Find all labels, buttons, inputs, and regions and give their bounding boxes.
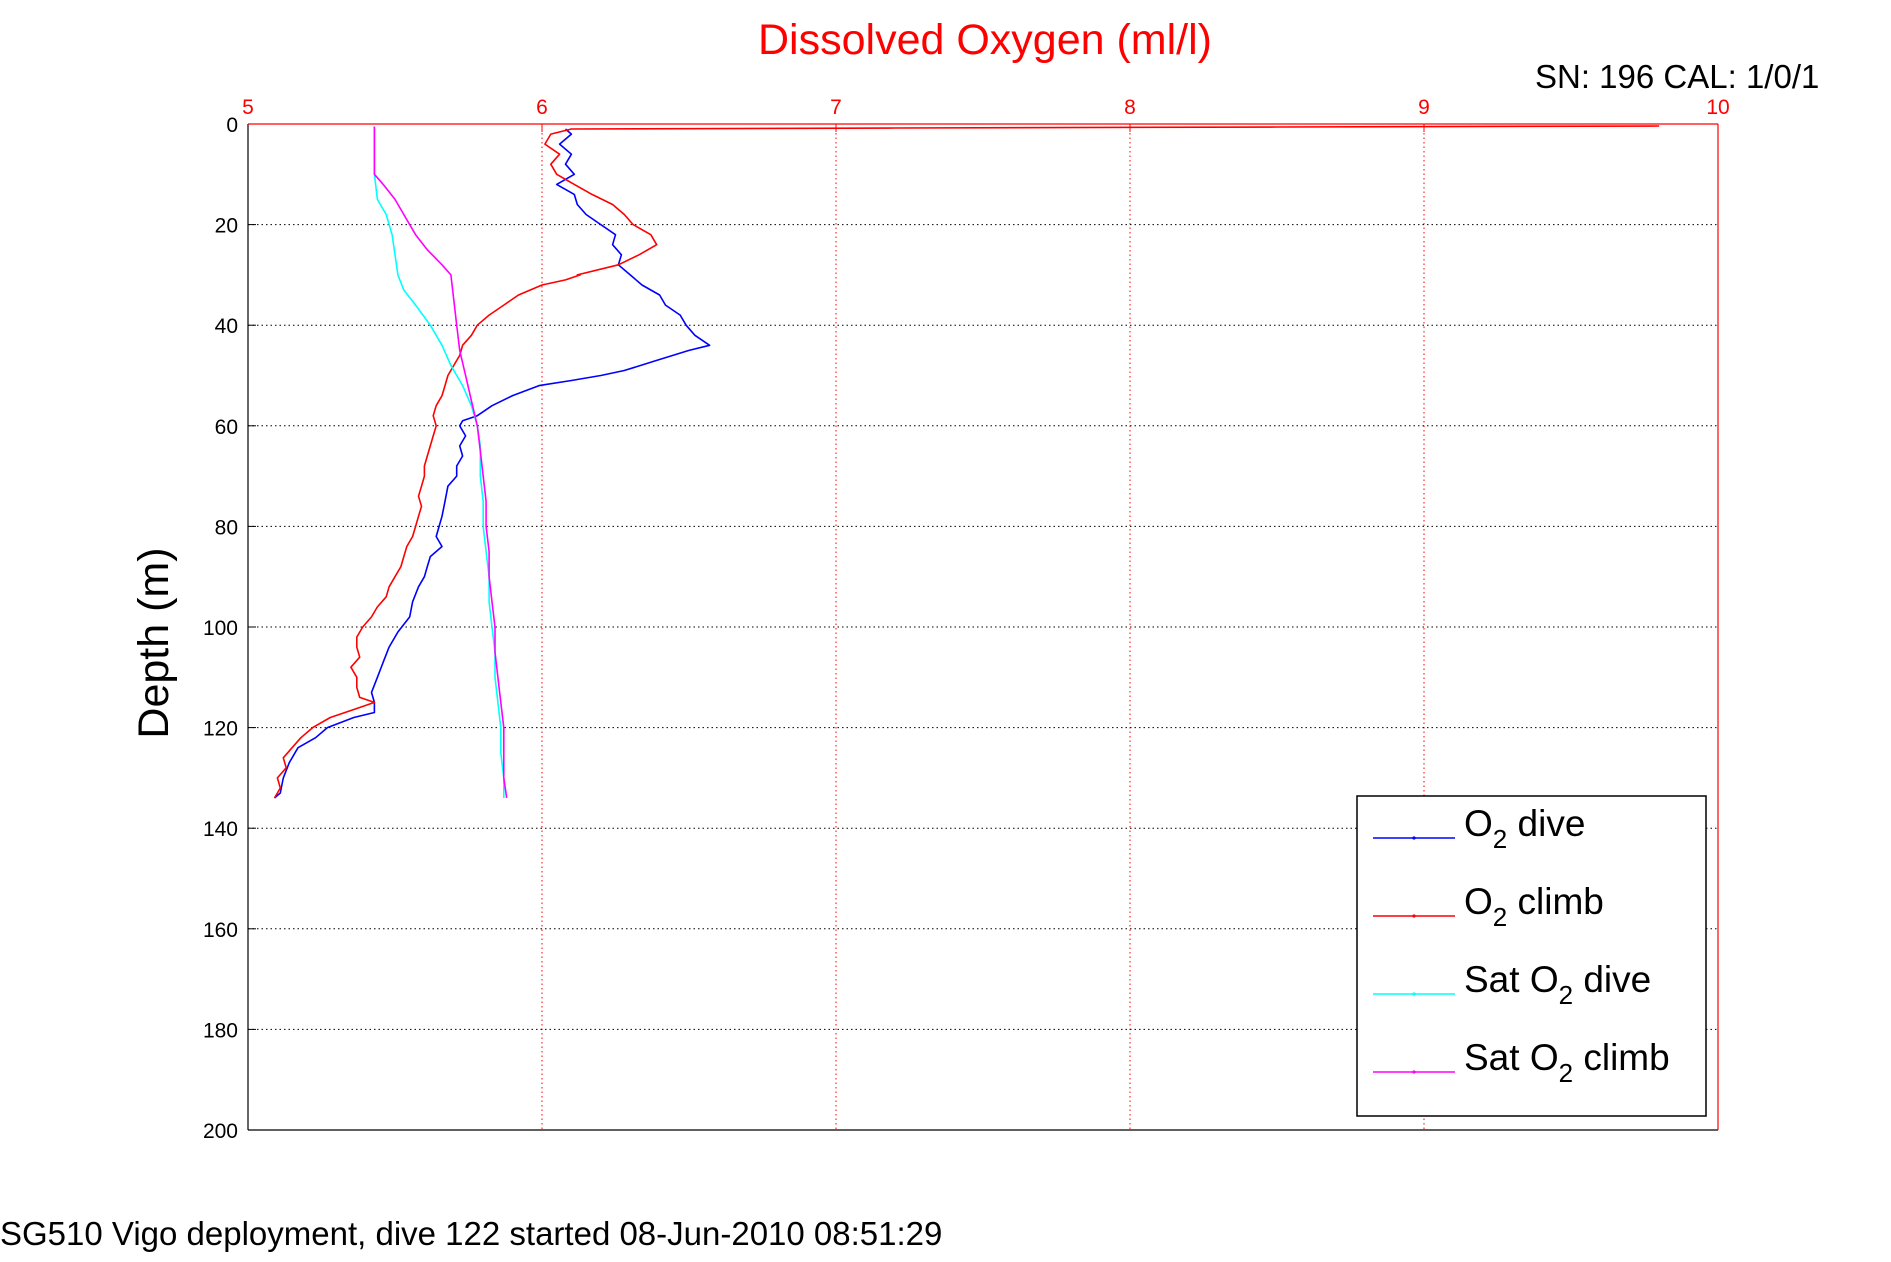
y-tick-label: 20 <box>215 215 238 238</box>
x-tick-label: 7 <box>830 96 842 119</box>
legend-marker-sat-o2-climb <box>1412 1070 1416 1074</box>
legend-label-o2-climb: O2 climb <box>1464 881 1604 932</box>
legend-label-sat-o2-dive: Sat O2 dive <box>1464 959 1651 1010</box>
legend-label-subscript: 2 <box>1559 1058 1573 1088</box>
legend-label-subscript: 2 <box>1493 824 1507 854</box>
chart-title: Dissolved Oxygen (ml/l) <box>758 16 1212 64</box>
legend-label-main: Sat O <box>1464 1037 1559 1078</box>
x-tick-label: 10 <box>1706 96 1729 119</box>
series-layer <box>273 125 1660 799</box>
series-line-o2-dive <box>273 128 711 799</box>
legend-marker-o2-dive <box>1412 836 1416 840</box>
legend-label-subscript: 2 <box>1559 980 1573 1010</box>
legend-label-rest: climb <box>1573 1037 1670 1078</box>
y-tick-label: 160 <box>203 919 238 942</box>
y-tick-label: 140 <box>203 818 238 841</box>
series-line-sat-o2-dive <box>373 126 505 798</box>
y-axis-label: Depth (m) <box>130 547 178 738</box>
y-tick-label: 0 <box>226 114 238 137</box>
serial-calibration-label: SN: 196 CAL: 1/0/1 <box>1535 58 1819 95</box>
series-line-o2-climb <box>273 125 1660 799</box>
legend-marker-sat-o2-dive <box>1412 992 1416 996</box>
legend-label-main: O <box>1464 803 1493 844</box>
legend-label-rest: dive <box>1573 959 1651 1000</box>
y-tick-label: 180 <box>203 1019 238 1042</box>
legend-label-main: O <box>1464 881 1493 922</box>
x-tick-label: 9 <box>1418 96 1430 119</box>
legend-label-subscript: 2 <box>1493 902 1507 932</box>
y-tick-label: 60 <box>215 416 238 439</box>
x-tick-label: 6 <box>536 96 548 119</box>
series-line-sat-o2-climb <box>373 126 508 799</box>
y-tick-label: 100 <box>203 617 238 640</box>
legend-label-sat-o2-climb: Sat O2 climb <box>1464 1037 1670 1088</box>
x-tick-label: 8 <box>1124 96 1136 119</box>
legend-box <box>1356 795 1707 1117</box>
legend-label-main: Sat O <box>1464 959 1559 1000</box>
legend-marker-o2-climb <box>1412 914 1416 918</box>
legend-label-o2-dive: O2 dive <box>1464 803 1585 854</box>
y-tick-label: 120 <box>203 718 238 741</box>
dive-caption: SG510 Vigo deployment, dive 122 started … <box>0 1215 942 1252</box>
y-tick-label: 200 <box>203 1120 238 1143</box>
x-tick-label: 5 <box>242 96 254 119</box>
legend-label-rest: dive <box>1507 803 1585 844</box>
y-tick-label: 80 <box>215 516 238 539</box>
y-tick-label: 40 <box>215 315 238 338</box>
legend-label-rest: climb <box>1507 881 1604 922</box>
